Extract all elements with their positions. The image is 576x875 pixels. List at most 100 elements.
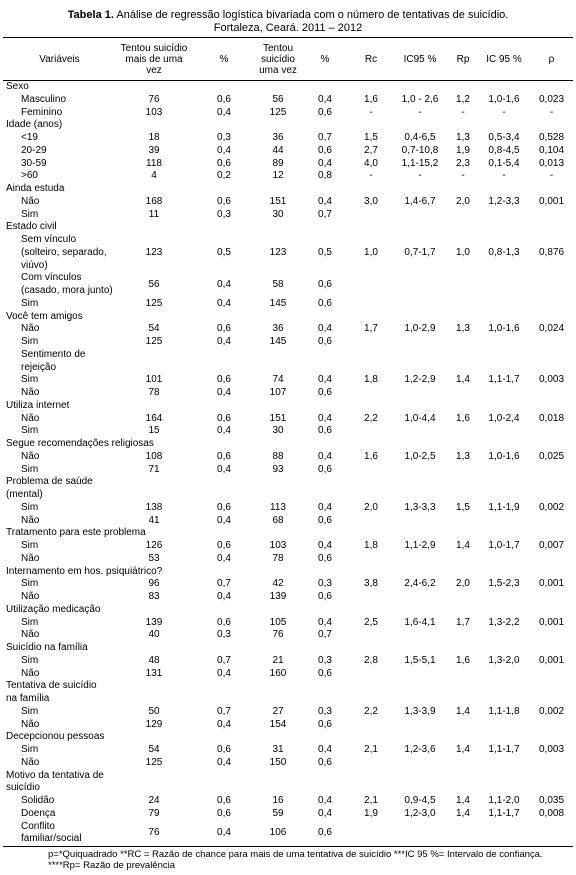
cell: [478, 464, 530, 477]
cell: 108: [145, 450, 163, 462]
cell: 1,4: [456, 705, 470, 717]
cell: 1,7: [364, 323, 378, 335]
cell: 54: [148, 744, 160, 755]
cell: 125: [145, 336, 163, 347]
cell: [478, 668, 530, 681]
group-row: Utiliza internet: [3, 400, 573, 413]
cell: 0,6: [217, 616, 231, 628]
cell: 0,6: [318, 297, 332, 309]
cell: 1,8: [364, 540, 378, 551]
cell: 0,003: [538, 744, 565, 755]
row-label: Internamento em hos. psiquiátrico?: [3, 566, 573, 579]
label-line: Sim: [21, 208, 39, 220]
row-label: Não: [3, 196, 116, 209]
label-line: (solteiro, separado,: [21, 246, 107, 258]
row-label: Não: [3, 591, 116, 604]
cell: 4: [151, 170, 157, 182]
cell: 0,023: [538, 93, 565, 105]
cell: 154: [269, 718, 287, 730]
cell: 0,025: [538, 450, 565, 462]
cell: [530, 425, 573, 438]
cell: 0,4-6,5: [404, 132, 436, 143]
data-row: 20-29 39 0,4 44 0,6 2,7 0,7-10,8 1,9 0,8-4,5 0,10…: [3, 145, 573, 158]
cell: 1,2: [456, 93, 470, 105]
label-line: 30-59: [21, 157, 47, 169]
footnote: p=*Quiquadrado **RC = Razão de chance pa…: [48, 849, 543, 871]
cell: 0,4: [217, 387, 231, 398]
group-row: Suicídio na família: [3, 642, 573, 655]
data-row: Sim 125 0,4 145 0,6: [3, 298, 573, 311]
data-row: Não 40 0,3 76 0,7: [3, 629, 573, 642]
cell: 2,2: [364, 705, 378, 717]
cell: [530, 668, 573, 681]
cell: 103: [145, 106, 163, 118]
cell: [478, 209, 530, 222]
cell: 0,6: [217, 795, 231, 806]
row-label: Sim: [3, 578, 116, 591]
cell: 48: [148, 654, 160, 666]
cell: [392, 425, 448, 438]
cell: 56: [148, 278, 160, 290]
data-row: Sim 125 0,4 145 0,6: [3, 336, 573, 349]
cell: 1,3: [456, 132, 470, 143]
cell: 0,035: [538, 795, 565, 806]
cell: 96: [148, 578, 160, 590]
cell: [350, 272, 392, 298]
cell: [530, 298, 573, 311]
column-header: %: [192, 38, 256, 81]
cell: 0,7-10,8: [401, 144, 439, 156]
label-line: Não: [21, 667, 40, 679]
cell: [530, 553, 573, 566]
label-line: Internamento em hos. psiquiátrico?: [6, 565, 163, 577]
group-row: Motivo da tentativa de suicídio: [3, 770, 573, 796]
cell: 1,1-1,7: [488, 374, 520, 386]
cell: 1,4: [456, 540, 470, 551]
cell: [350, 515, 392, 528]
data-row: Não 125 0,4 150 0,6: [3, 757, 573, 770]
cell: 0,4: [318, 157, 332, 169]
cell: 0,6: [217, 450, 231, 462]
cell: 1,0: [364, 246, 378, 258]
cell: 131: [145, 667, 163, 679]
title-text: Análise de regressão logística bivariada…: [116, 9, 509, 34]
data-row: Sim 48 0,7 21 0,3 2,8 1,5-5,1 1,6 1,3-2,0 0,001: [3, 655, 573, 668]
cell: 1,3: [456, 323, 470, 335]
cell: 0,3: [318, 705, 332, 717]
cell: 125: [145, 297, 163, 309]
cell: 0,001: [538, 578, 565, 590]
label-line: Sim: [21, 374, 39, 386]
cell: [392, 757, 448, 770]
cell: 2,0: [364, 501, 378, 513]
header-line: %: [219, 53, 229, 65]
cell: [478, 349, 530, 375]
cell: 0,4: [318, 450, 332, 462]
cell: 2,0: [456, 195, 470, 207]
cell: [530, 719, 573, 732]
data-row: Não 131 0,4 160 0,6: [3, 668, 573, 681]
cell: 1,3-2,0: [488, 654, 520, 666]
cell: 89: [272, 157, 284, 169]
cell: [530, 272, 573, 298]
cell: 139: [145, 616, 163, 628]
data-row: <19 18 0,3 36 0,7 1,5 0,4-6,5 1,3 0,5-3,4 0,528: [3, 132, 573, 145]
cell: 0,6: [217, 93, 231, 105]
column-header: IC95 %: [392, 38, 448, 81]
cell: 0,7: [217, 578, 231, 590]
cell: 76: [148, 826, 160, 838]
data-row: Sim 71 0,4 93 0,6: [3, 464, 573, 477]
cell: 68: [272, 514, 284, 526]
cell: 36: [272, 132, 284, 143]
cell: 2,2: [364, 412, 378, 424]
label-line: <19: [21, 132, 38, 143]
row-label: Não: [3, 387, 116, 400]
data-row: Sim 126 0,6 103 0,4 1,8 1,1-2,9 1,4 1,0-1,7 0,007: [3, 540, 573, 553]
cell: 0,4: [217, 463, 231, 475]
cell: 1,4: [456, 374, 470, 386]
row-label: Utiliza internet: [3, 400, 573, 413]
row-label: Não: [3, 719, 116, 732]
cell: 0,3: [217, 629, 231, 641]
cell: 0,6: [318, 826, 332, 838]
cell: 0,3: [318, 578, 332, 590]
cell: 1,0-4,4: [404, 412, 436, 424]
cell: [256, 349, 300, 375]
